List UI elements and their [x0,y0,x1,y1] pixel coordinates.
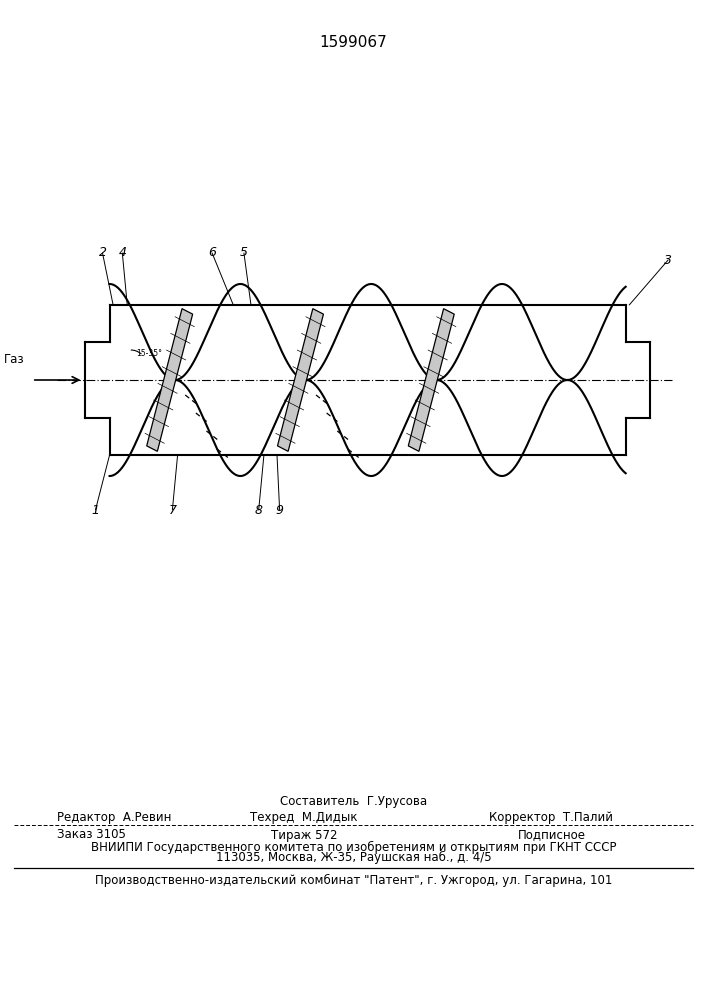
Text: 113035, Москва, Ж-35, Раушская наб., д. 4/5: 113035, Москва, Ж-35, Раушская наб., д. … [216,850,491,864]
Text: ВНИИПИ Государственного комитета по изобретениям и открытиям при ГКНТ СССР: ВНИИПИ Государственного комитета по изоб… [90,840,617,854]
Text: Тираж 572: Тираж 572 [271,828,337,842]
Text: 2: 2 [98,246,107,259]
Polygon shape [278,309,323,451]
Text: 4: 4 [118,246,127,259]
Text: Подписное: Подписное [518,828,585,842]
Text: 3: 3 [664,253,672,266]
Text: Корректор  Т.Палий: Корректор Т.Палий [489,810,614,824]
Text: 8: 8 [255,503,263,516]
Polygon shape [409,309,454,451]
Text: 6: 6 [208,246,216,259]
Text: Заказ 3105: Заказ 3105 [57,828,125,842]
Text: 15-35°: 15-35° [136,349,163,358]
Text: Техред  М.Дидык: Техред М.Дидык [250,810,358,824]
Text: 7: 7 [168,503,176,516]
Text: 1599067: 1599067 [320,35,387,50]
Text: 1: 1 [91,503,100,516]
Text: 5: 5 [240,246,248,259]
Text: Производственно-издательский комбинат "Патент", г. Ужгород, ул. Гагарина, 101: Производственно-издательский комбинат "П… [95,873,612,887]
Text: Газ: Газ [4,353,25,366]
Polygon shape [147,309,192,451]
Text: Составитель  Г.Урусова: Составитель Г.Урусова [280,796,427,808]
Text: Редактор  А.Ревин: Редактор А.Ревин [57,810,171,824]
Text: 9: 9 [276,503,284,516]
